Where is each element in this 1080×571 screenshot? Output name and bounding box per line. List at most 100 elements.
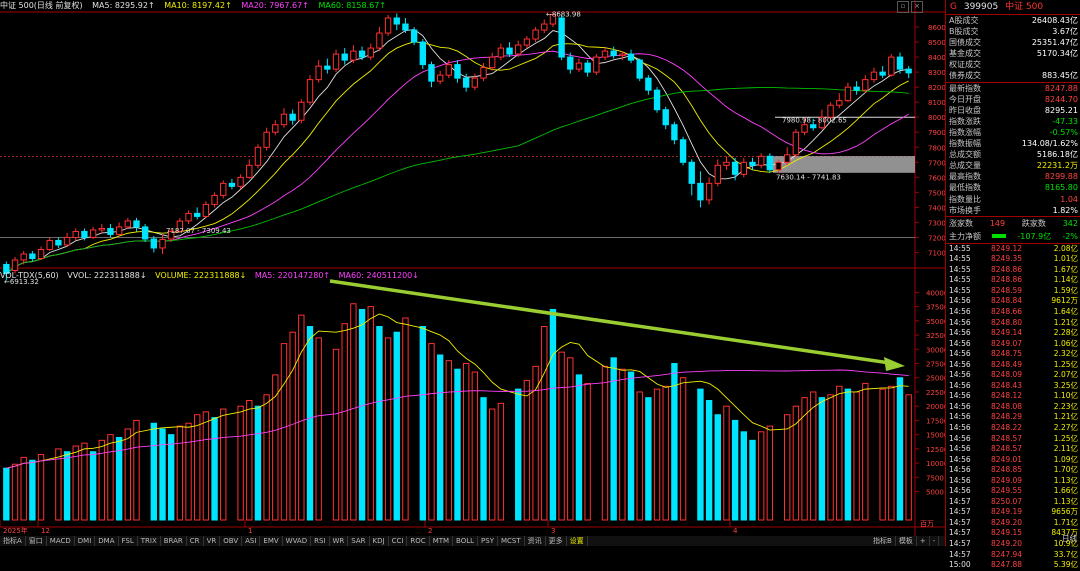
volume-bar (246, 400, 253, 521)
tick-time: 14:57 (949, 496, 971, 506)
volume-bar (853, 391, 860, 521)
quote-row-value: -0.57% (1049, 127, 1078, 137)
left-low-annotation: ←6913.32 (4, 278, 39, 286)
indicator-tab[interactable]: BRAR (161, 536, 187, 546)
candle (220, 182, 227, 196)
indicator-tab[interactable]: 设置 (567, 536, 588, 546)
volume-bar (107, 434, 114, 521)
indicator-tab[interactable]: SAR (348, 536, 370, 546)
indicator-right-tab[interactable]: + (917, 536, 930, 546)
candle (593, 56, 600, 73)
volume-bar (584, 382, 591, 521)
tick-time: 14:56 (949, 433, 971, 443)
indicator-tab[interactable]: TRIX (138, 536, 161, 546)
tick-volume: 1.14亿 (1053, 275, 1078, 285)
indicator-tab[interactable]: PSY (478, 536, 498, 546)
volume-bar (489, 408, 496, 521)
indicator-tab[interactable]: 窗口 (26, 536, 47, 546)
trend-arrow (329, 279, 891, 365)
close-icon[interactable]: × (911, 1, 923, 13)
tick-time: 14:55 (949, 243, 971, 253)
indicator-tab[interactable]: VR (204, 536, 221, 546)
indicator-right-tab[interactable]: - (930, 536, 940, 546)
indicator-tab[interactable]: CCI (389, 536, 408, 546)
candle (46, 239, 53, 250)
tick-time: 14:56 (949, 306, 971, 316)
indicator-tab[interactable]: MCST (498, 536, 525, 546)
tick-volume: 1.21亿 (1053, 317, 1078, 327)
group-badge: G (950, 2, 957, 12)
tick-list[interactable]: 14:55 8249.12 2.08亿 14:55 8249.35 1.01亿 14:55 8… (946, 242, 1080, 571)
candle (489, 56, 496, 69)
volume-tick-label: 32500 (926, 332, 945, 340)
tick-price: 8247.88 (991, 560, 1023, 570)
volume-tick-label: 35000 (926, 318, 945, 326)
tick-price: 8248.22 (991, 422, 1023, 432)
volume-bar (194, 414, 201, 521)
indicator-tab[interactable]: DMI (75, 536, 96, 546)
candle (55, 239, 62, 246)
candle (350, 50, 357, 61)
candle (115, 226, 123, 235)
indicator-tab[interactable]: CR (187, 536, 204, 546)
volume-unit: 百万 (920, 520, 934, 528)
tick-volume: 5.39亿 (1053, 560, 1078, 570)
tick-price: 8249.20 (991, 517, 1023, 527)
tick-volume: 1.25亿 (1053, 433, 1078, 443)
period-label[interactable]: 日线 (1062, 534, 1077, 543)
indicator-tab[interactable]: 资讯 (525, 536, 546, 546)
candle (280, 113, 288, 126)
indicator-tab[interactable]: WR (330, 536, 349, 546)
indicator-tab[interactable]: OBV (220, 536, 243, 546)
tick-volume: 1.10亿 (1053, 391, 1078, 401)
indicator-tab[interactable]: KDJ (370, 536, 389, 546)
tick-price: 8249.12 (991, 243, 1023, 253)
indicator-tab[interactable]: ROC (407, 536, 430, 546)
candle (601, 50, 609, 58)
indicator-tab[interactable]: 更多 (546, 536, 567, 546)
quote-row-label: 指数振幅 (949, 139, 981, 149)
price-tick-label: 8200 (928, 84, 945, 92)
minimize-icon[interactable]: ▫ (897, 1, 909, 13)
indicator-tab[interactable]: ASI (242, 536, 261, 546)
candle (775, 161, 782, 171)
indicator-tab[interactable]: EMV (260, 536, 283, 546)
indicator-tab[interactable]: FSL (119, 536, 138, 546)
volume-bar (220, 408, 227, 521)
indicator-tab[interactable]: MTM (430, 536, 454, 546)
volume-bar (159, 428, 166, 521)
kline-chart[interactable]: 8600 8500 8400 8300 8200 8100 8000 7900 7800 7700… (0, 0, 945, 536)
candle (784, 154, 791, 163)
candle (358, 50, 366, 58)
range-box (773, 156, 915, 173)
quote-row: 市场换手 1.82% (946, 205, 1080, 216)
indicator-tab[interactable]: RSI (311, 536, 330, 546)
indicator-tab[interactable]: WVAD (283, 536, 312, 546)
quote-row: 指数量比 1.04 (946, 194, 1080, 205)
volume-bar (445, 360, 453, 521)
tick-row: 14:57 8249.19 9656万 (946, 507, 1080, 518)
indicator-tab[interactable]: BOLL (453, 536, 479, 546)
indicator-right-tab[interactable]: 指标B (870, 536, 896, 546)
volume-bar (619, 368, 626, 521)
candle (558, 17, 565, 58)
indicator-right-tab[interactable]: 模板 (896, 536, 917, 546)
tick-volume: 1.06亿 (1053, 338, 1078, 348)
volume-bar (384, 337, 392, 521)
tick-row: 14:56 8249.07 1.06亿 (946, 339, 1080, 350)
indicator-tab[interactable]: MACD (47, 536, 75, 546)
candle (167, 230, 175, 240)
adv-label: 涨家数 (949, 218, 973, 228)
adv-value: 149 (989, 218, 1006, 228)
indicator-tab[interactable]: DMA (95, 536, 119, 546)
indicator-tab[interactable]: 指标A (0, 536, 26, 546)
candle (662, 109, 669, 126)
tick-time: 14:55 (949, 264, 971, 274)
candle (515, 44, 522, 55)
quote-row-label: 昨日收盘 (949, 105, 981, 115)
price-tick-label: 8400 (928, 54, 945, 62)
tick-time: 14:55 (949, 275, 971, 285)
volume-bar (72, 445, 79, 521)
tick-price: 8249.09 (991, 475, 1023, 485)
volume-bar (697, 388, 704, 521)
